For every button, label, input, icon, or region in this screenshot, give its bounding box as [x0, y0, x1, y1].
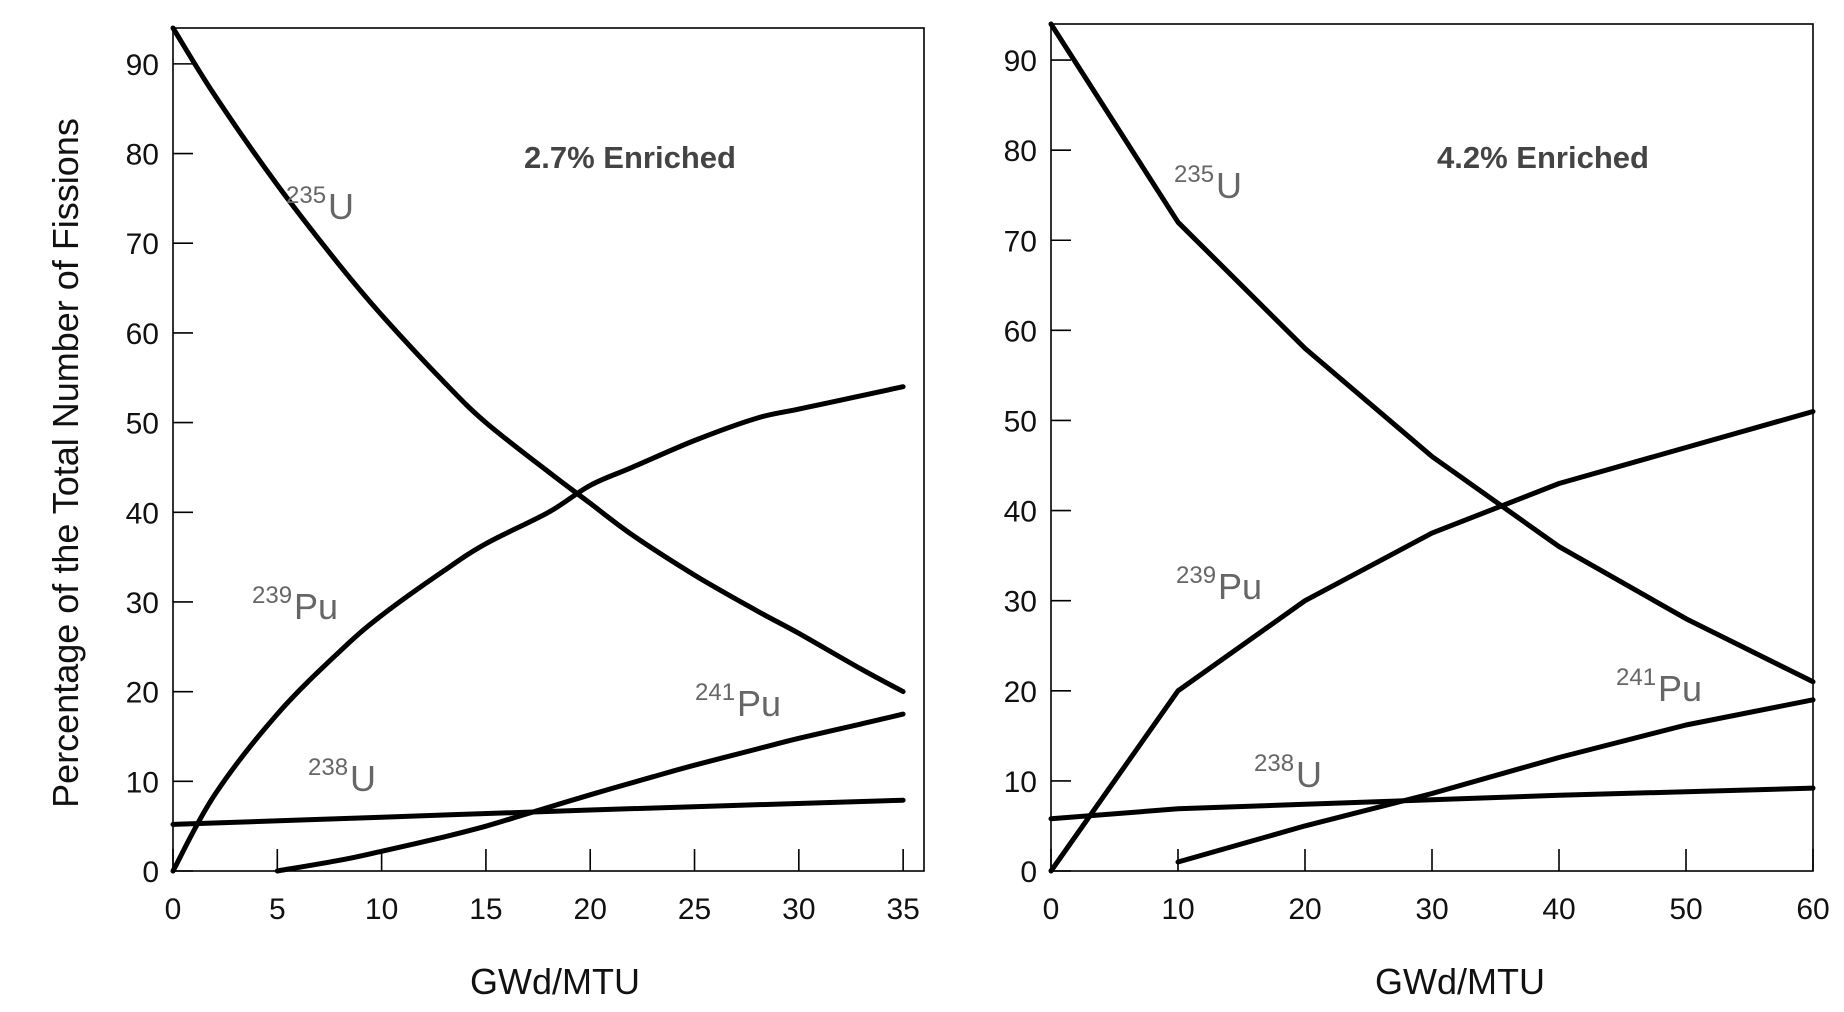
x-tick-label: 20	[574, 893, 607, 926]
series-line-235U	[170, 25, 906, 695]
y-axis-label: Percentage of the Total Number of Fissio…	[45, 118, 86, 808]
y-tick-label: 40	[126, 497, 159, 530]
series-label-239Pu: 239Pu	[252, 582, 338, 627]
y-tick-label: 60	[126, 318, 159, 351]
series-label-241Pu: 241Pu	[1616, 664, 1702, 709]
x-tick-label: 10	[1161, 893, 1194, 926]
plot-frame	[172, 27, 925, 872]
x-tick-label: 5	[269, 893, 286, 926]
chart-title: 2.7% Enriched	[524, 140, 736, 175]
y-tick-label: 30	[126, 587, 159, 620]
series-label-235U: 235U	[286, 182, 354, 227]
y-tick-label: 50	[1004, 405, 1037, 438]
x-tick-label: 0	[1043, 893, 1060, 926]
y-tick-label: 10	[126, 766, 159, 799]
series-line-239Pu	[170, 384, 906, 874]
chart-panel-1: 0 5 10 15 20 25 30 35 0 10 20 30 40 50 60 70 80 90 235U 239…	[126, 25, 925, 1002]
x-axis-label: GWd/MTU	[470, 961, 640, 1002]
series-label-238U: 238U	[308, 754, 376, 799]
x-tick-label: 25	[678, 893, 711, 926]
y-tick-label: 60	[1004, 315, 1037, 348]
series-label-241Pu: 241Pu	[695, 679, 781, 724]
x-tick-label: 35	[886, 893, 919, 926]
series-label-238U: 238U	[1254, 750, 1322, 795]
y-tick-label: 50	[126, 408, 159, 441]
y-tick-label: 70	[126, 228, 159, 261]
y-tick-label: 90	[126, 49, 159, 82]
x-tick-label: 50	[1669, 893, 1702, 926]
y-tick-label: 90	[1004, 45, 1037, 78]
series-line-238U	[1048, 785, 1816, 822]
series-line-241Pu	[1175, 697, 1816, 865]
x-tick-label: 10	[365, 893, 398, 926]
y-tick-label: 80	[1004, 135, 1037, 168]
x-axis-label: GWd/MTU	[1375, 961, 1545, 1002]
series-line-235U	[1048, 21, 1816, 685]
y-tick-label: 20	[126, 677, 159, 710]
x-tick-label: 15	[469, 893, 502, 926]
x-tick-label: 30	[782, 893, 815, 926]
series-line-238U	[170, 797, 906, 827]
x-tick-label: 40	[1542, 893, 1575, 926]
x-tick-label: 60	[1796, 893, 1829, 926]
series-line-239Pu	[1048, 409, 1816, 874]
x-tick-label: 30	[1415, 893, 1448, 926]
y-tick-label: 40	[1004, 496, 1037, 529]
x-tick-label: 20	[1288, 893, 1321, 926]
series-label-239Pu: 239Pu	[1176, 562, 1262, 607]
y-tick-label: 30	[1004, 586, 1037, 619]
y-tick-label: 10	[1004, 766, 1037, 799]
y-tick-label: 0	[1020, 856, 1037, 889]
y-tick-label: 70	[1004, 225, 1037, 258]
chart-title: 4.2% Enriched	[1437, 140, 1649, 175]
y-tick-label: 20	[1004, 676, 1037, 709]
y-tick-label: 0	[142, 856, 159, 889]
chart-panel-2: 0 10 20 30 40 50 60 0 10 20 30 40 50 60 70 80 90 235U 239P…	[1004, 21, 1830, 1002]
series-line-241Pu	[274, 711, 906, 874]
plot-frame	[1050, 23, 1814, 872]
x-tick-label: 0	[165, 893, 182, 926]
series-label-235U: 235U	[1174, 161, 1242, 206]
y-tick-label: 80	[126, 139, 159, 172]
